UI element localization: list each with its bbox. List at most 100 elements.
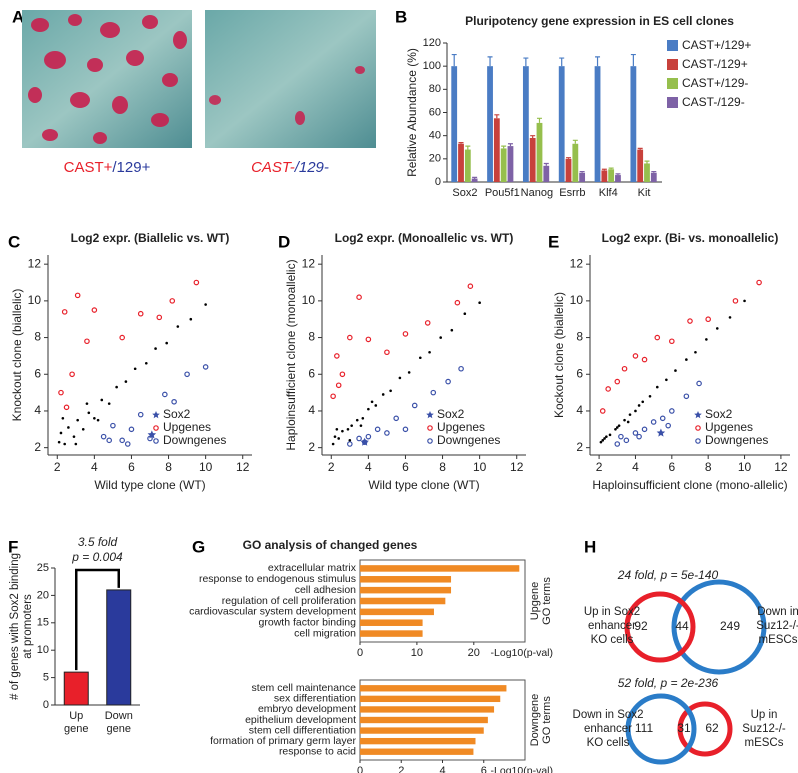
point — [685, 358, 688, 361]
x-tick-label: 6 — [481, 765, 487, 773]
y-tick-label: 40 — [429, 130, 441, 142]
point — [100, 398, 104, 402]
point — [384, 349, 390, 356]
x-tick-label: 2 — [596, 460, 603, 474]
y-tick-label: 12 — [28, 256, 42, 270]
y-tick-label: 120 — [423, 37, 441, 49]
x-tick-label: Up gene — [64, 710, 89, 735]
bar — [615, 175, 621, 182]
point — [333, 435, 337, 438]
category-label: epithelium development — [245, 714, 356, 726]
point — [341, 429, 344, 433]
point — [623, 418, 626, 422]
y-tick-label: 25 — [37, 562, 49, 574]
category-label: cell adhesion — [295, 584, 356, 596]
chart-title: Pluripotency gene expression in ES cell … — [465, 14, 734, 28]
point — [72, 435, 76, 438]
label-part: /129+ — [112, 159, 150, 176]
legend-label: Sox2 — [705, 407, 733, 421]
point — [636, 433, 642, 440]
point — [63, 442, 66, 446]
error-bar — [595, 56, 601, 67]
point — [603, 437, 606, 440]
x-tick-label: Pou5f1 — [484, 187, 520, 199]
point — [402, 331, 409, 337]
point — [176, 325, 180, 328]
bar — [522, 66, 529, 182]
side-label: Upgene — [529, 582, 541, 621]
bar — [360, 565, 520, 572]
annotation: p = 0.004 — [71, 550, 123, 564]
set-label: mESCs — [759, 634, 798, 646]
point — [356, 294, 362, 301]
label-part: CAST- — [251, 159, 295, 176]
x-tick-label: 2 — [398, 765, 404, 773]
point — [641, 356, 648, 363]
set-label: Down in Sox2 — [573, 709, 644, 721]
point — [637, 404, 641, 407]
y-tick-label: 8 — [308, 330, 315, 344]
category-label: cell migration — [294, 627, 356, 639]
point — [361, 417, 365, 420]
x-axis-label: Haploinsufficient clone (mono-allelic) — [592, 478, 787, 492]
point — [665, 422, 671, 429]
point — [458, 365, 464, 372]
point — [119, 437, 125, 444]
point — [110, 422, 116, 429]
y-tick-label: 4 — [576, 403, 583, 417]
point — [626, 420, 630, 424]
point — [96, 418, 100, 422]
error-bar — [630, 53, 636, 67]
chart-title: Log2 expr. (Bi- vs. monoallelic) — [602, 231, 779, 245]
y-axis-label: Relative Abundance (%) — [405, 48, 419, 177]
legend-marker — [426, 411, 434, 419]
point — [641, 426, 648, 433]
venn-count: 44 — [675, 619, 689, 633]
point — [599, 408, 606, 414]
point — [674, 369, 677, 372]
point — [137, 310, 144, 317]
y-tick-label: 80 — [429, 83, 441, 95]
bar — [360, 630, 423, 637]
point — [124, 441, 131, 447]
point — [478, 301, 481, 305]
point — [360, 437, 369, 446]
point — [687, 318, 693, 324]
x-axis-label: -Log10(p-val) — [491, 765, 553, 773]
point — [617, 424, 621, 427]
label-part: CAST+ — [64, 159, 113, 176]
error-bar — [651, 170, 657, 173]
y-axis-label: Kockout clone (biallelic) — [552, 292, 566, 418]
x-tick-label: Kit — [637, 187, 651, 199]
y-tick-label: 100 — [423, 60, 441, 72]
point — [605, 386, 611, 392]
point — [355, 418, 359, 422]
point — [165, 341, 168, 345]
category-label: growth factor binding — [259, 616, 357, 628]
point — [615, 426, 619, 429]
y-axis-label: at promoters — [22, 594, 34, 659]
x-tick-label: 12 — [774, 460, 788, 474]
category-label: formation of primary germ layer — [210, 735, 356, 747]
x-tick-label: 2 — [328, 460, 335, 474]
x-axis-label: -Log10(p-val) — [491, 647, 553, 659]
point — [715, 327, 719, 330]
legend-marker — [694, 411, 702, 419]
x-tick-label: 4 — [632, 460, 639, 474]
y-tick-label: 4 — [308, 403, 315, 417]
bar — [360, 576, 452, 583]
category-label: sex differentiation — [274, 693, 356, 705]
point — [184, 371, 190, 378]
bar — [637, 149, 644, 182]
annotation: 3.5 fold — [78, 535, 118, 549]
bar — [360, 716, 488, 724]
x-tick-label: Sox2 — [452, 187, 478, 199]
y-axis-label: Haploinsufficient clone (monoallelic) — [284, 259, 298, 450]
panel-letter: B — [395, 7, 407, 26]
x-tick-label: 12 — [236, 460, 250, 474]
point — [84, 338, 90, 345]
point — [743, 299, 746, 303]
y-tick-label: 10 — [570, 293, 584, 307]
